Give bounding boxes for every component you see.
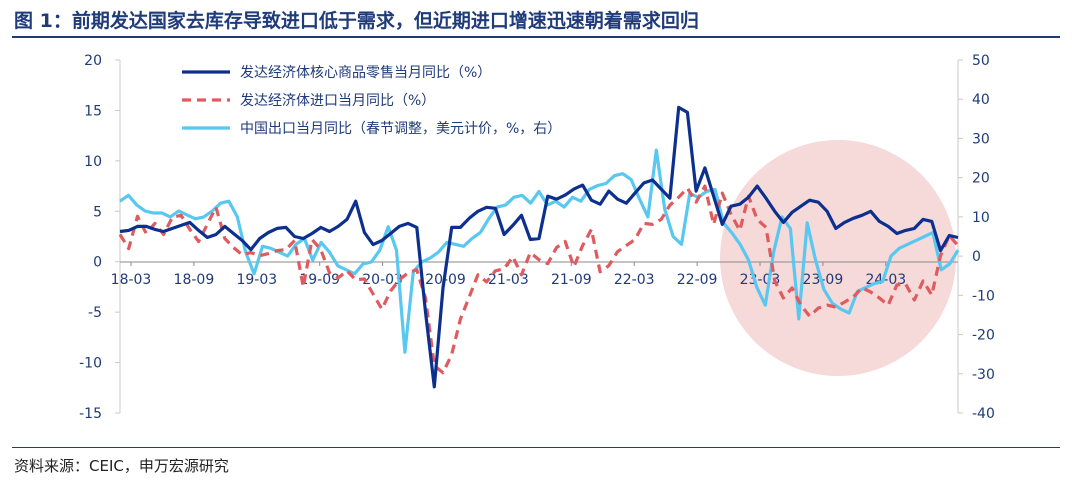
series-china-export-line <box>119 148 960 354</box>
y-right-tick-label: -40 <box>972 406 995 422</box>
legend-core-retail-label: 发达经济体核心商品零售当月同比（%） <box>240 65 491 81</box>
x-tick-label: 19-09 <box>299 272 340 288</box>
y-left-tick-label: 10 <box>84 154 102 170</box>
y-left-tick-label: -5 <box>88 305 102 321</box>
legend-china-export-label: 中国出口当月同比（春节调整，美元计价，%，右） <box>240 121 561 137</box>
x-tick-label: 18-09 <box>174 272 215 288</box>
highlight-circle <box>720 140 956 376</box>
x-tick-label: 21-03 <box>488 272 529 288</box>
legend-dev-import-label: 发达经济体进口当月同比（%） <box>240 93 435 109</box>
source-note: 资料来源：CEIC，申万宏源研究 <box>14 457 229 475</box>
y-left-tick-label: 0 <box>93 255 102 271</box>
y-left-tick-label: 20 <box>84 53 102 69</box>
y-right-tick-label: -10 <box>972 288 995 304</box>
x-tick-label: 20-03 <box>362 272 403 288</box>
series-core-retail-line <box>119 105 959 389</box>
y-left-tick-label: -15 <box>79 406 102 422</box>
y-right-tick-label: 10 <box>972 210 990 226</box>
y-right-tick-label: 20 <box>972 171 990 187</box>
x-tick-label: 22-09 <box>677 272 718 288</box>
y-right-tick-label: 40 <box>972 92 990 108</box>
x-tick-label: 22-03 <box>614 272 655 288</box>
y-right-tick-label: 50 <box>972 53 990 69</box>
x-tick-label: 18-03 <box>111 272 152 288</box>
series-lines <box>118 105 960 389</box>
series-dev-import-line <box>118 184 960 375</box>
y-right-tick-label: -20 <box>972 328 995 344</box>
y-left-tick-label: -10 <box>79 356 102 372</box>
source-divider <box>12 447 1060 448</box>
y-right-tick-label: -30 <box>972 367 995 383</box>
y-right-tick-label: 30 <box>972 131 990 147</box>
y-left-tick-label: 5 <box>93 204 102 220</box>
y-left-tick-label: 15 <box>84 103 102 119</box>
x-tick-label: 19-03 <box>236 272 277 288</box>
y-right-tick-label: 0 <box>972 249 981 265</box>
figure-title: 图 1：前期发达国家去库存导致进口低于需求，但近期进口增速迅速朝着需求回归 <box>14 10 699 32</box>
title-divider <box>12 36 1060 38</box>
x-tick-label: 23-09 <box>803 272 844 288</box>
legend: 发达经济体核心商品零售当月同比（%） 发达经济体进口当月同比（%） 中国出口当月同比… <box>182 65 561 137</box>
x-tick-label: 21-09 <box>551 272 592 288</box>
